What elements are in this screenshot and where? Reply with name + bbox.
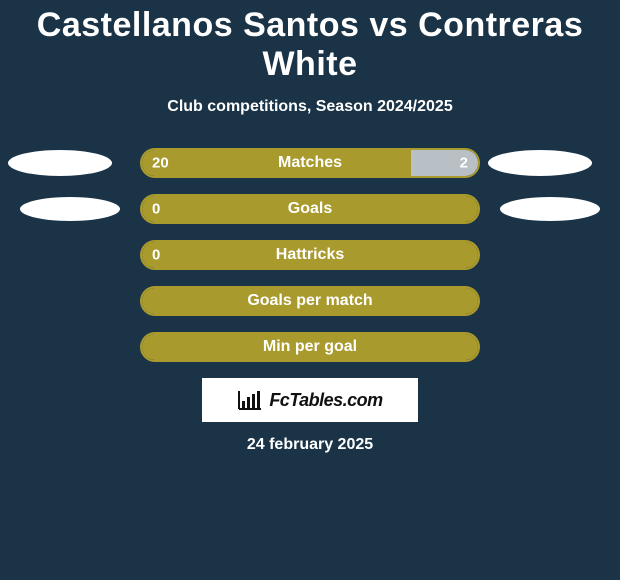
bar-label: Goals <box>288 200 332 218</box>
bar-value-left: 20 <box>152 155 169 172</box>
stat-row-goals: Goals 0 <box>0 194 620 224</box>
bar-track-goals: Goals 0 <box>140 194 480 224</box>
stat-row-matches: Matches 20 2 <box>0 148 620 178</box>
bar-value-left: 0 <box>152 201 160 218</box>
logo-text: FcTables.com <box>269 390 382 411</box>
bar-track-hattricks: Hattricks 0 <box>140 240 480 270</box>
bar-value-left: 0 <box>152 247 160 264</box>
bar-label: Hattricks <box>276 246 344 264</box>
bar-track-gpm: Goals per match <box>140 286 480 316</box>
date-label: 24 february 2025 <box>247 436 373 454</box>
bar-track-mpg: Min per goal <box>140 332 480 362</box>
comparison-infographic: Castellanos Santos vs Contreras White Cl… <box>0 0 620 454</box>
player1-marker <box>8 150 112 176</box>
bar-label: Goals per match <box>247 292 372 310</box>
barchart-icon <box>237 389 263 411</box>
logo-badge: FcTables.com <box>202 378 418 422</box>
stat-row-gpm: Goals per match <box>0 286 620 316</box>
player2-marker <box>500 197 600 221</box>
bar-left-segment <box>142 150 411 176</box>
stat-row-mpg: Min per goal <box>0 332 620 362</box>
stat-row-hattricks: Hattricks 0 <box>0 240 620 270</box>
chart-area: Matches 20 2 Goals 0 Hattricks 0 Goals per matc… <box>0 148 620 362</box>
subtitle: Club competitions, Season 2024/2025 <box>167 98 452 116</box>
bar-value-right: 2 <box>460 155 468 172</box>
player2-marker <box>488 150 592 176</box>
bar-label: Matches <box>278 154 342 172</box>
player1-marker <box>20 197 120 221</box>
bar-label: Min per goal <box>263 338 357 356</box>
page-title: Castellanos Santos vs Contreras White <box>0 6 620 84</box>
bar-track-matches: Matches 20 2 <box>140 148 480 178</box>
